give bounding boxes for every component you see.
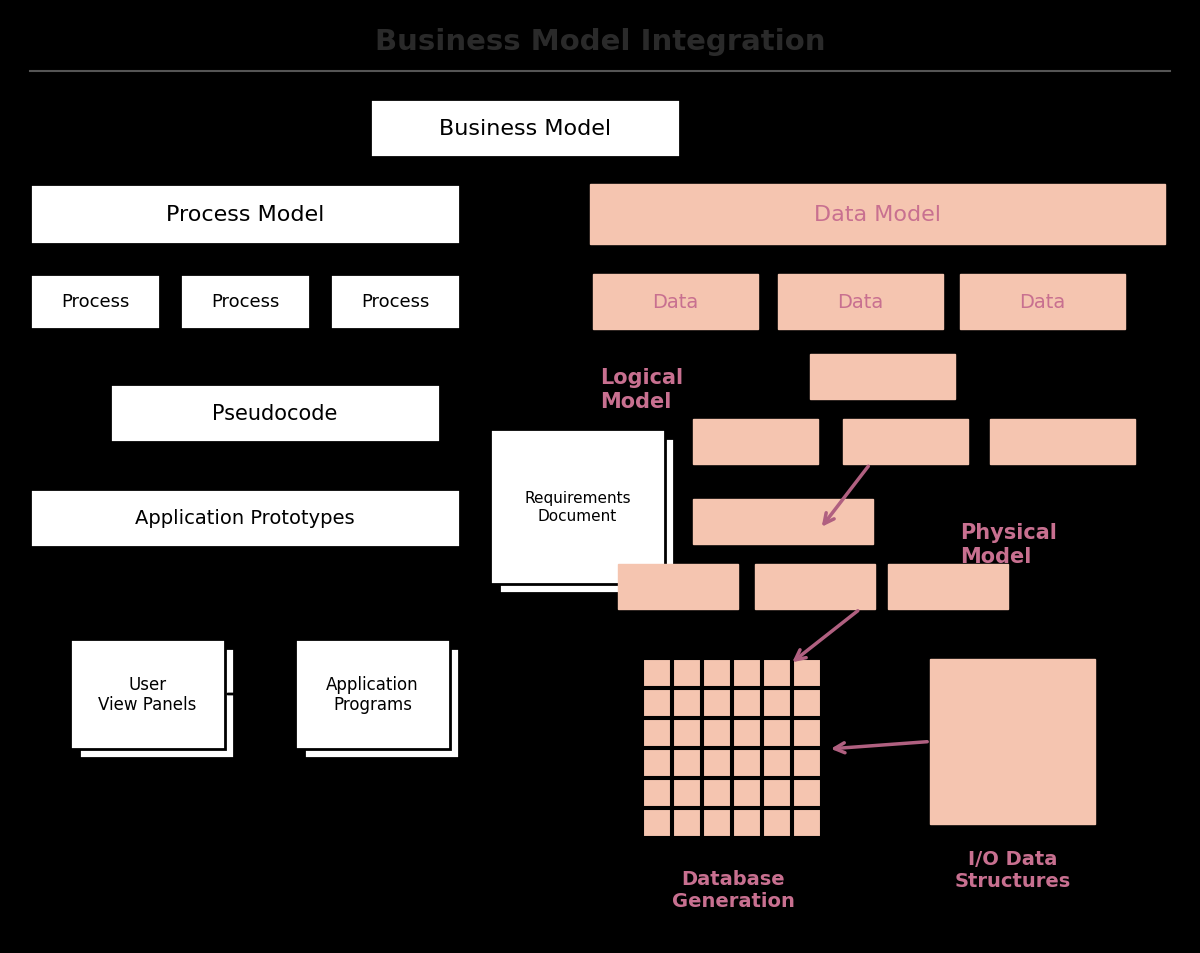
Text: Database
Generation: Database Generation (672, 869, 794, 910)
Text: Process Model: Process Model (166, 205, 324, 225)
FancyBboxPatch shape (733, 749, 761, 778)
Text: Process: Process (211, 294, 280, 312)
FancyBboxPatch shape (490, 430, 665, 584)
Text: I/O Data
Structures: I/O Data Structures (954, 849, 1070, 890)
FancyBboxPatch shape (110, 385, 440, 442)
FancyBboxPatch shape (79, 648, 234, 759)
Text: Data: Data (1019, 293, 1066, 312)
FancyBboxPatch shape (810, 355, 955, 399)
FancyBboxPatch shape (990, 419, 1135, 464)
FancyBboxPatch shape (763, 659, 791, 687)
FancyBboxPatch shape (733, 689, 761, 718)
FancyBboxPatch shape (643, 659, 671, 687)
FancyBboxPatch shape (763, 720, 791, 747)
Text: Data: Data (838, 293, 883, 312)
FancyBboxPatch shape (673, 659, 701, 687)
Text: Business Model Integration: Business Model Integration (374, 28, 826, 56)
FancyBboxPatch shape (30, 490, 460, 547)
FancyBboxPatch shape (755, 564, 875, 609)
Text: Process: Process (361, 294, 430, 312)
Text: User
View Panels: User View Panels (98, 675, 197, 714)
FancyBboxPatch shape (703, 780, 731, 807)
FancyBboxPatch shape (763, 809, 791, 837)
FancyBboxPatch shape (673, 809, 701, 837)
FancyBboxPatch shape (793, 809, 821, 837)
FancyBboxPatch shape (694, 419, 818, 464)
FancyBboxPatch shape (643, 689, 671, 718)
FancyBboxPatch shape (763, 689, 791, 718)
Text: Data Model: Data Model (814, 205, 941, 225)
FancyBboxPatch shape (703, 659, 731, 687)
FancyBboxPatch shape (733, 659, 761, 687)
FancyBboxPatch shape (30, 185, 460, 245)
Text: Requirements
Document: Requirements Document (524, 491, 631, 523)
Text: Process: Process (61, 294, 130, 312)
FancyBboxPatch shape (793, 689, 821, 718)
FancyBboxPatch shape (643, 720, 671, 747)
FancyBboxPatch shape (643, 749, 671, 778)
FancyBboxPatch shape (888, 564, 1008, 609)
Text: Physical
Model: Physical Model (960, 523, 1057, 566)
FancyBboxPatch shape (930, 659, 1096, 824)
FancyBboxPatch shape (673, 780, 701, 807)
FancyBboxPatch shape (733, 780, 761, 807)
FancyBboxPatch shape (694, 499, 874, 544)
Text: Pseudocode: Pseudocode (212, 403, 337, 423)
FancyBboxPatch shape (643, 780, 671, 807)
FancyBboxPatch shape (618, 564, 738, 609)
FancyBboxPatch shape (703, 720, 731, 747)
FancyBboxPatch shape (960, 274, 1126, 330)
FancyBboxPatch shape (593, 274, 758, 330)
FancyBboxPatch shape (763, 780, 791, 807)
Text: Application Prototypes: Application Prototypes (136, 509, 355, 528)
FancyBboxPatch shape (673, 720, 701, 747)
FancyBboxPatch shape (643, 809, 671, 837)
FancyBboxPatch shape (330, 274, 460, 330)
FancyBboxPatch shape (304, 648, 458, 759)
Text: Application
Programs: Application Programs (326, 675, 419, 714)
FancyBboxPatch shape (793, 749, 821, 778)
FancyBboxPatch shape (703, 749, 731, 778)
FancyBboxPatch shape (793, 780, 821, 807)
FancyBboxPatch shape (703, 689, 731, 718)
FancyBboxPatch shape (673, 749, 701, 778)
FancyBboxPatch shape (733, 809, 761, 837)
Text: Data: Data (653, 293, 698, 312)
FancyBboxPatch shape (70, 639, 226, 749)
FancyBboxPatch shape (295, 639, 450, 749)
FancyBboxPatch shape (778, 274, 943, 330)
FancyBboxPatch shape (180, 274, 310, 330)
FancyBboxPatch shape (30, 274, 160, 330)
FancyBboxPatch shape (793, 720, 821, 747)
FancyBboxPatch shape (842, 419, 968, 464)
FancyBboxPatch shape (793, 659, 821, 687)
FancyBboxPatch shape (733, 720, 761, 747)
Text: Business Model: Business Model (439, 119, 611, 139)
FancyBboxPatch shape (499, 438, 674, 594)
FancyBboxPatch shape (763, 749, 791, 778)
FancyBboxPatch shape (703, 809, 731, 837)
FancyBboxPatch shape (370, 100, 680, 158)
FancyBboxPatch shape (673, 689, 701, 718)
FancyBboxPatch shape (590, 185, 1165, 245)
Text: Logical
Model: Logical Model (600, 368, 683, 411)
